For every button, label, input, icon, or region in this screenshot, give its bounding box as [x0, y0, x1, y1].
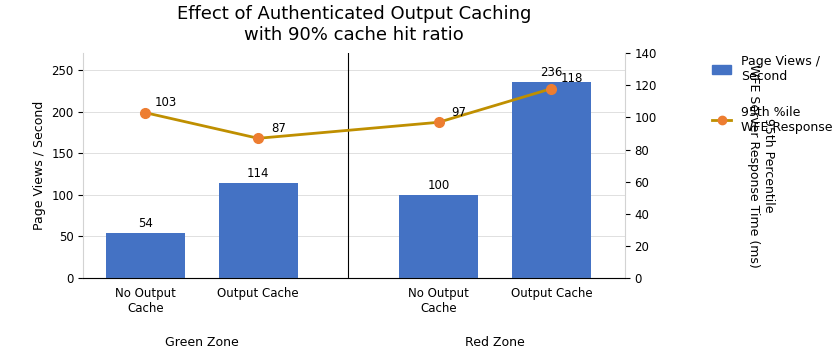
Text: 236: 236	[541, 66, 562, 79]
Text: Red Zone: Red Zone	[465, 336, 525, 349]
Text: Green Zone: Green Zone	[165, 336, 238, 349]
Text: 97: 97	[451, 106, 466, 119]
Bar	[512, 82, 591, 278]
Y-axis label: 95th Percentile
WFE Server Response Time (ms): 95th Percentile WFE Server Response Time…	[747, 64, 776, 267]
Text: 103: 103	[154, 96, 177, 110]
Text: 100: 100	[427, 179, 450, 192]
Text: 114: 114	[247, 167, 269, 180]
Legend: Page Views /
Second, 95th %ile
WFE Response Time: Page Views / Second, 95th %ile WFE Respo…	[712, 55, 833, 134]
Text: 118: 118	[561, 72, 583, 85]
Y-axis label: Page Views / Second: Page Views / Second	[32, 101, 46, 230]
Bar	[106, 233, 185, 278]
Text: 54: 54	[138, 217, 152, 230]
Title: Effect of Authenticated Output Caching
with 90% cache hit ratio: Effect of Authenticated Output Caching w…	[177, 5, 531, 43]
Text: 87: 87	[271, 122, 286, 135]
Bar	[219, 183, 297, 278]
Bar	[399, 195, 478, 278]
